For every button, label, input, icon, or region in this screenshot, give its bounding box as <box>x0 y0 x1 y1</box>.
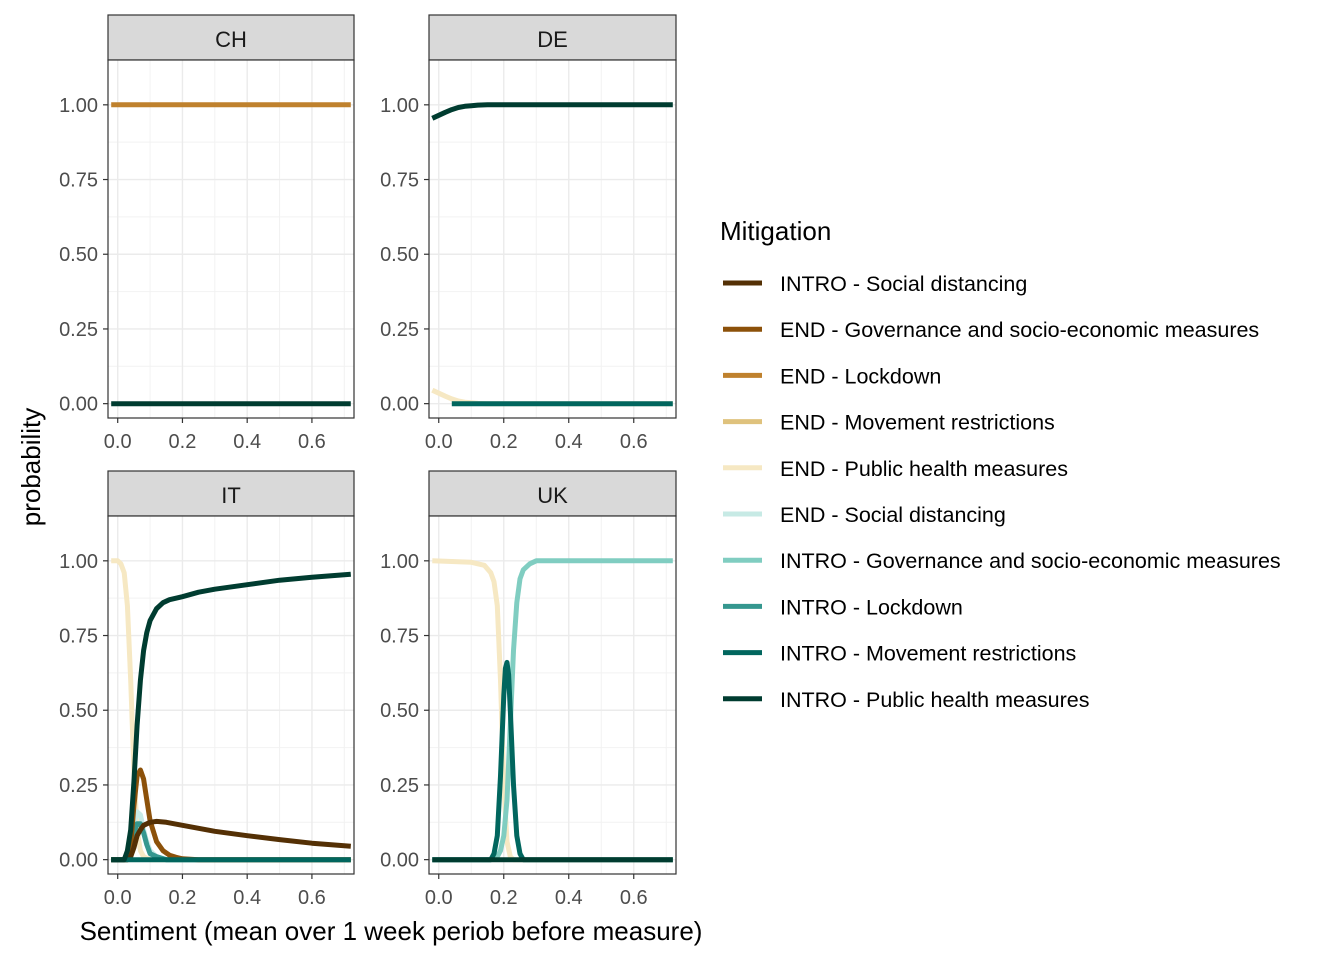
facet-panel-uk: UK 0.00 0.25 0.50 0.75 1.00 0.0 0.2 0.4 0.6 <box>380 470 677 909</box>
y-tick-label: 0.00 <box>380 394 419 416</box>
y-tick-label: 0.25 <box>380 775 419 797</box>
y-axis-title: probability <box>16 408 46 527</box>
panel-border <box>428 59 677 419</box>
x-tick-label: 0.0 <box>425 887 453 909</box>
x-tick-label: 0.4 <box>233 431 261 453</box>
legend-label: INTRO - Movement restrictions <box>780 642 1076 666</box>
legend: Mitigation INTRO - Social distancing END … <box>720 216 1281 712</box>
y-tick-label: 0.50 <box>59 700 98 722</box>
series-line-intro-public-health-measures <box>111 571 351 863</box>
facet-strip-label: IT <box>221 483 241 508</box>
series-line-intro-social-distancing <box>111 818 351 863</box>
facet-panel-ch: CH 0.00 0.25 0.50 0.75 1.00 0.0 0.2 0.4 0.6 <box>59 14 355 453</box>
x-axis-title: Sentiment (mean over 1 week periob befor… <box>80 916 703 946</box>
legend-label: END - Lockdown <box>780 364 941 388</box>
y-tick-label: 0.25 <box>59 319 98 341</box>
panel-border <box>107 59 355 419</box>
facet-strip <box>428 470 677 517</box>
x-tick-label: 0.4 <box>555 431 583 453</box>
facet-panel-it: IT 0.00 0.25 0.50 0.75 1.00 0.0 0.2 0.4 0.6 <box>59 470 355 909</box>
y-tick-label: 0.75 <box>380 626 419 648</box>
x-tick-label: 0.6 <box>620 431 648 453</box>
legend-label: END - Social distancing <box>780 503 1006 527</box>
y-tick-label: 0.25 <box>59 775 98 797</box>
y-tick-label: 0.00 <box>380 850 419 872</box>
series-line-intro-public-health-measures <box>431 102 673 121</box>
y-tick-label: 1.00 <box>380 95 419 117</box>
legend-label: INTRO - Governance and socio-economic me… <box>780 549 1281 573</box>
x-tick-label: 0.0 <box>104 887 132 909</box>
y-tick-label: 1.00 <box>59 95 98 117</box>
x-tick-label: 0.0 <box>104 431 132 453</box>
legend-label: INTRO - Lockdown <box>780 595 963 619</box>
facet-strip-label: CH <box>215 27 247 52</box>
legend-label: INTRO - Public health measures <box>780 688 1089 712</box>
x-tick-label: 0.2 <box>169 431 197 453</box>
y-tick-label: 0.50 <box>380 244 419 266</box>
panel-background <box>108 516 354 874</box>
y-tick-label: 0.00 <box>59 850 98 872</box>
facet-strip <box>107 14 355 61</box>
facet-panel-de: DE 0.00 0.25 0.50 0.75 1.00 0.0 0.2 0.4 0.6 <box>380 14 677 453</box>
x-tick-label: 0.6 <box>298 887 326 909</box>
legend-label: INTRO - Social distancing <box>780 272 1027 296</box>
y-tick-label: 1.00 <box>380 551 419 573</box>
x-tick-label: 0.6 <box>620 887 648 909</box>
x-tick-label: 0.2 <box>490 431 518 453</box>
x-tick-label: 0.4 <box>555 887 583 909</box>
y-tick-label: 0.50 <box>59 244 98 266</box>
series-line-intro-governance-and-socio-economic-measures <box>432 558 673 863</box>
y-tick-label: 0.25 <box>380 319 419 341</box>
y-tick-label: 0.00 <box>59 394 98 416</box>
facet-strip-label: UK <box>537 483 568 508</box>
y-tick-label: 0.50 <box>380 700 419 722</box>
y-tick-label: 0.75 <box>380 170 419 192</box>
y-tick-label: 1.00 <box>59 551 98 573</box>
series-line-intro-movement-restrictions <box>432 659 673 863</box>
legend-label: END - Movement restrictions <box>780 411 1055 435</box>
x-tick-label: 0.2 <box>490 887 518 909</box>
panel-background <box>429 516 676 874</box>
x-tick-label: 0.6 <box>298 431 326 453</box>
facet-strip-label: DE <box>537 27 568 52</box>
x-tick-label: 0.2 <box>169 887 197 909</box>
legend-label: END - Public health measures <box>780 457 1068 481</box>
panel-border <box>107 515 355 875</box>
panel-border <box>428 515 677 875</box>
panel-background <box>108 60 354 418</box>
x-tick-label: 0.4 <box>233 887 261 909</box>
legend-title: Mitigation <box>720 216 831 246</box>
legend-label: END - Governance and socio-economic meas… <box>780 318 1259 342</box>
facet-panels: CH0.000.250.500.751.000.0 0.2 0.4 0.6DE0.00… <box>59 14 677 909</box>
x-tick-label: 0.0 <box>425 431 453 453</box>
y-tick-label: 0.75 <box>59 626 98 648</box>
y-tick-label: 0.75 <box>59 170 98 192</box>
panel-background <box>429 60 676 418</box>
